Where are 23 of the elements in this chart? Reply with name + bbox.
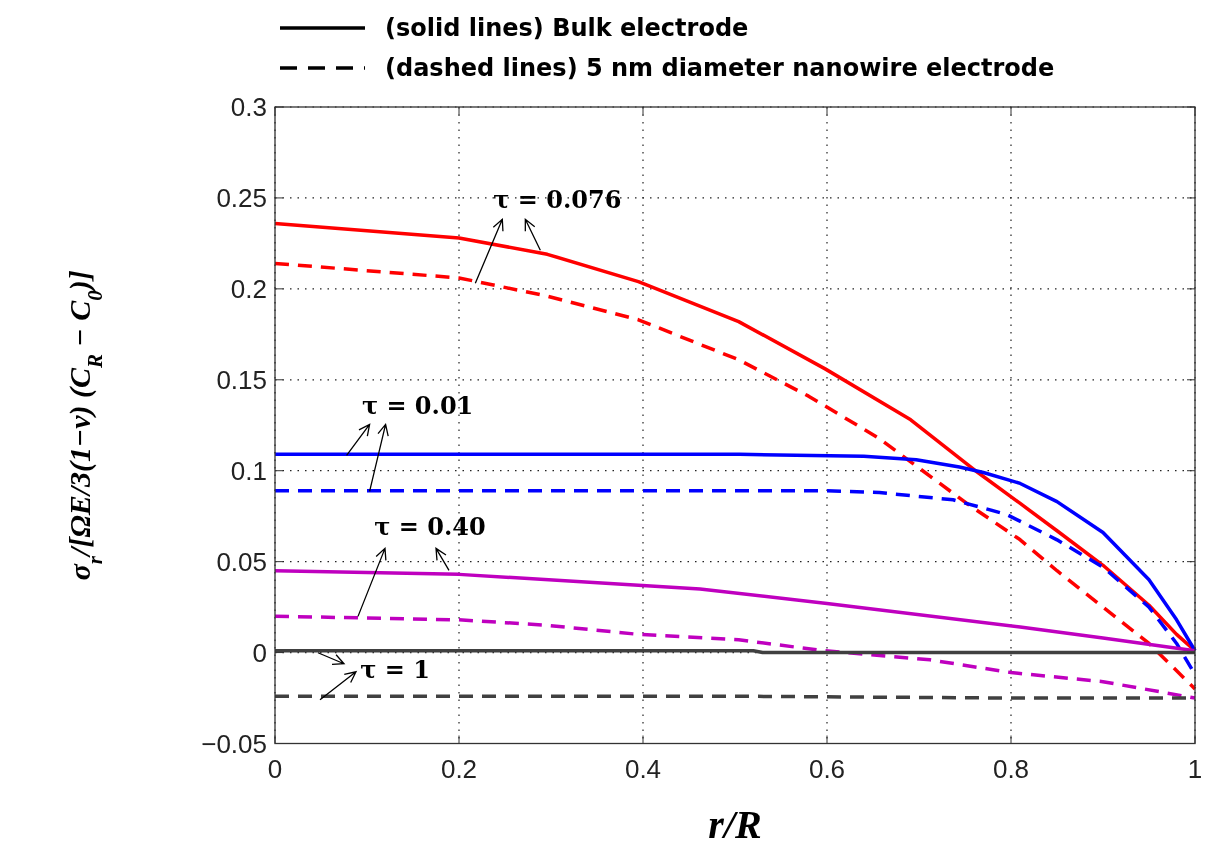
y-tick-label: 0 xyxy=(252,637,267,668)
x-tick-label: 0.6 xyxy=(808,753,846,784)
y-tick-label: 0.05 xyxy=(216,546,267,577)
text: (solid lines) Bulk electrode xyxy=(385,14,749,43)
x-tick-label: 0.2 xyxy=(440,753,478,784)
y-tick-label: 0.3 xyxy=(230,92,267,123)
x-axis-title: r/R xyxy=(708,802,762,847)
y-tick-label: 0.1 xyxy=(230,455,267,486)
annotation: τ = 0.01 xyxy=(361,390,474,420)
y-tick-label: 0.2 xyxy=(230,273,267,304)
y-tick-label: 0.15 xyxy=(216,364,267,395)
text: (dashed lines) 5 nm diameter nanowire electrode xyxy=(385,54,1055,83)
y-tick-label: 0.25 xyxy=(216,183,267,214)
x-tick-label: 0.4 xyxy=(624,753,662,784)
x-tick-label: 0.8 xyxy=(992,753,1030,784)
y-tick-label: −0.05 xyxy=(201,728,267,759)
line-series xyxy=(273,614,1197,700)
annotation: τ = 1 xyxy=(360,655,430,685)
line-series xyxy=(273,261,1197,691)
line-series xyxy=(273,568,1197,653)
annotation: τ = 0.076 xyxy=(493,184,622,214)
x-tick-label: 1 xyxy=(1187,753,1203,784)
annotation: τ = 0.40 xyxy=(374,511,486,541)
